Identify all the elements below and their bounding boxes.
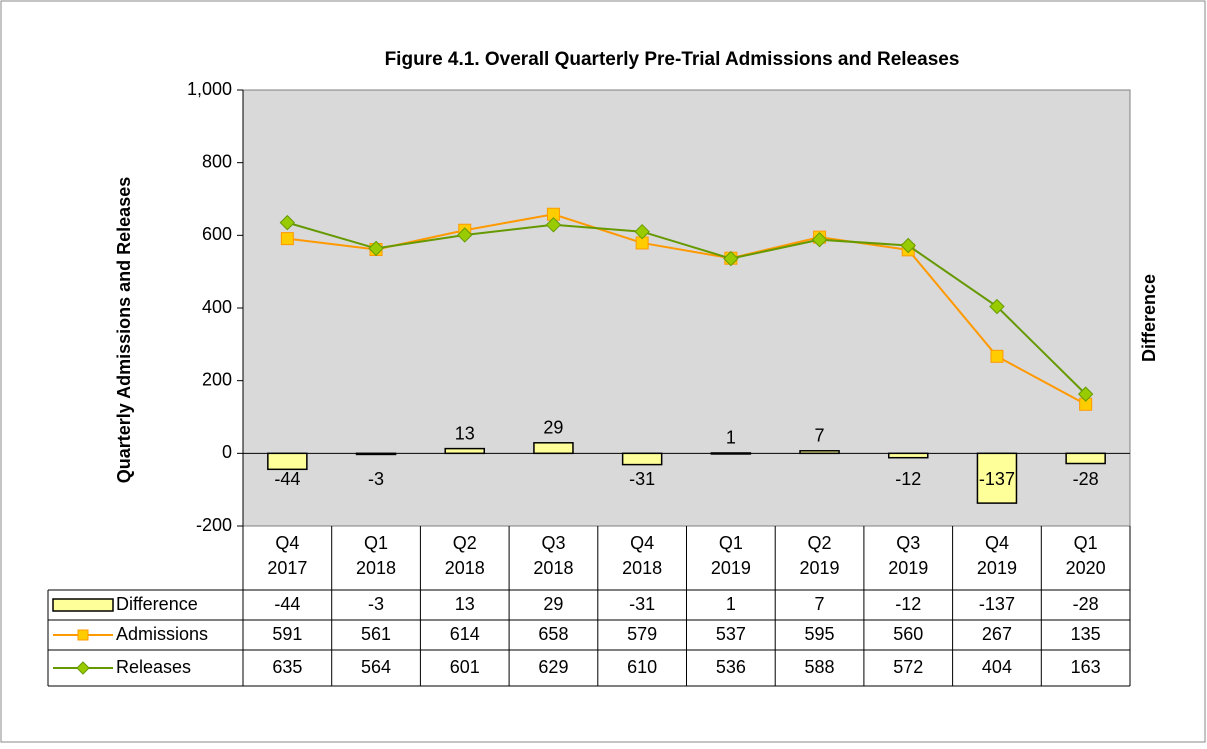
table-cell: 614 — [450, 624, 480, 644]
x-tick-label: Q3 2019 — [888, 533, 928, 578]
bar — [533, 442, 574, 455]
data-label: -3 — [368, 469, 384, 489]
data-label: 1 — [726, 428, 736, 448]
x-tick-label: Q2 2018 — [445, 533, 485, 578]
table-cell: 267 — [982, 624, 1012, 644]
marker — [279, 214, 296, 231]
legend-label: Admissions — [116, 624, 208, 644]
x-tick-label: Q1 2019 — [711, 533, 751, 578]
table-cell: 564 — [361, 657, 391, 677]
table-cell: 13 — [455, 594, 475, 614]
bar — [267, 452, 308, 471]
table-cell: 601 — [450, 657, 480, 677]
table-cell: 135 — [1071, 624, 1101, 644]
chart-title: Figure 4.1. Overall Quarterly Pre-Trial … — [385, 49, 960, 70]
y-tick-label: -200 — [196, 515, 232, 535]
table-cell: 560 — [893, 624, 923, 644]
marker — [811, 231, 828, 248]
table-cell: -44 — [274, 594, 300, 614]
table-cell: 658 — [538, 624, 568, 644]
x-tick-label: Q1 2018 — [356, 533, 396, 578]
table-cell: 7 — [815, 594, 825, 614]
data-label: -44 — [274, 469, 300, 489]
y2-axis-title: Difference — [1139, 274, 1159, 362]
marker — [368, 240, 384, 257]
bar — [976, 452, 1018, 504]
table-cell: 1 — [726, 594, 736, 614]
marker — [545, 217, 562, 233]
x-tick-label: Q3 2018 — [533, 533, 573, 578]
marker — [989, 298, 1005, 315]
x-tick-label: Q1 2020 — [1066, 533, 1106, 578]
marker — [900, 237, 916, 254]
y-axis-title: Quarterly Admissions and Releases — [114, 177, 134, 483]
table-cell: 29 — [543, 594, 563, 614]
line — [287, 213, 1087, 406]
data-label: 29 — [543, 418, 563, 438]
data-label: -137 — [979, 469, 1015, 489]
table-cell: -137 — [979, 594, 1015, 614]
bar — [1065, 452, 1106, 465]
x-tick-label: Q4 2017 — [267, 533, 307, 578]
data-label: -12 — [895, 469, 921, 489]
table-cell: 561 — [361, 624, 391, 644]
marker — [77, 629, 89, 641]
y-tick-label: 800 — [202, 151, 232, 171]
y-tick-label: 0 — [222, 442, 232, 462]
y-tick-label: 200 — [202, 369, 232, 389]
table-cell: -12 — [895, 594, 921, 614]
data-label: -28 — [1073, 469, 1099, 489]
data-label: 13 — [455, 423, 475, 443]
x-tick-label: Q2 2019 — [800, 533, 840, 578]
marker — [280, 232, 294, 246]
data-label: 7 — [815, 426, 825, 446]
marker — [76, 661, 90, 675]
table-cell: 588 — [805, 657, 835, 677]
x-tick-label: Q4 2019 — [977, 533, 1017, 578]
table-cell: 572 — [893, 657, 923, 677]
bar — [621, 452, 663, 466]
bar — [887, 452, 929, 459]
x-tick-label: Q4 2018 — [622, 533, 662, 578]
y-tick-label: 600 — [202, 224, 232, 244]
table-cell: -31 — [629, 594, 655, 614]
marker — [723, 250, 739, 267]
marker — [1077, 386, 1094, 402]
table-cell: 635 — [272, 657, 302, 677]
legend-label: Difference — [116, 594, 198, 614]
table-cell: 591 — [272, 624, 302, 644]
table-cell: 595 — [805, 624, 835, 644]
marker — [457, 227, 473, 243]
table-cell: 629 — [538, 657, 568, 677]
table-cell: 537 — [716, 624, 746, 644]
table-cell: 579 — [627, 624, 657, 644]
bar — [444, 447, 486, 455]
data-label: -31 — [629, 469, 655, 489]
marker — [634, 223, 650, 240]
y-tick-label: 400 — [202, 297, 232, 317]
line — [287, 221, 1087, 395]
table-cell: 163 — [1071, 657, 1101, 677]
table-cell: 404 — [982, 657, 1012, 677]
y-tick-label: 1,000 — [187, 79, 232, 99]
legend-label: Releases — [116, 657, 191, 677]
legend-key — [52, 598, 114, 612]
table-cell: 536 — [716, 657, 746, 677]
table-cell: -28 — [1073, 594, 1099, 614]
table-cell: 610 — [627, 657, 657, 677]
marker — [990, 349, 1004, 363]
table-cell: -3 — [368, 594, 384, 614]
